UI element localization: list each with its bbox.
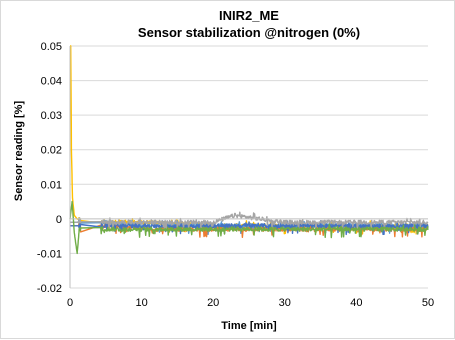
series-lines: [69, 45, 429, 255]
chart-subtitle: Sensor stabilization @nitrogen (0%): [138, 25, 360, 40]
y-tick-label: 0.01: [41, 179, 62, 191]
series-line-1: [69, 45, 429, 235]
x-tick-label: 0: [67, 297, 73, 309]
x-tick-label: 30: [279, 297, 291, 309]
x-tick-label: 40: [350, 297, 362, 309]
gridlines: [70, 45, 428, 289]
x-tick-label: 10: [135, 297, 147, 309]
y-tick-label: -0.02: [37, 283, 62, 295]
y-tick-label: 0.03: [41, 110, 62, 122]
y-tick-label: 0: [56, 214, 62, 226]
series-line-5: [69, 211, 429, 232]
y-tick-label: 0.02: [41, 145, 62, 157]
x-axis-title: Time [min]: [221, 320, 277, 332]
y-tick-label: -0.01: [37, 248, 62, 260]
series-line-4: [69, 220, 429, 236]
x-tick-label: 20: [207, 297, 219, 309]
series-line-6: [69, 200, 429, 255]
y-tick-label: 0.04: [41, 76, 62, 88]
y-tick-label: 0.05: [41, 41, 62, 53]
chart-title: INIR2_ME: [219, 8, 279, 23]
axes: -0.02 -0.01 0 0.01 0.02 0.03 0.04 0.05 0 10 20 30 40…: [37, 41, 434, 309]
x-tick-label: 50: [422, 297, 434, 309]
y-axis-title: Sensor reading [%]: [13, 101, 25, 202]
